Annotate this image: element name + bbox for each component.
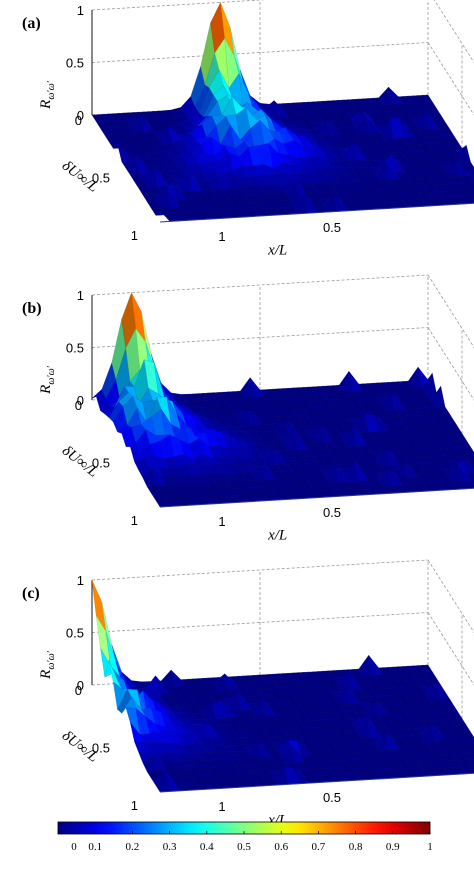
z-tick-label: 1	[77, 573, 84, 588]
surface-cell	[464, 738, 474, 746]
surface-cell	[461, 766, 474, 774]
surface-cell	[460, 731, 474, 740]
z-tick-label: 0	[77, 108, 84, 123]
x-tick-label: 0.5	[323, 220, 341, 235]
z-tick-label: 1	[77, 288, 84, 303]
surface-cell	[468, 169, 474, 183]
y-tick-label: 1	[131, 798, 138, 813]
surface	[91, 292, 474, 508]
colorbar-tick-label: 0.2	[126, 841, 140, 853]
surface-cell	[464, 453, 474, 461]
surface-cell	[464, 168, 474, 177]
surface-cell	[463, 458, 474, 475]
surface-cell	[461, 481, 474, 489]
z-tick-label: 0.5	[66, 341, 84, 356]
surface-cell	[467, 759, 474, 767]
x-tick-label: 0.5	[323, 505, 341, 520]
x-tick-label: 1	[218, 229, 225, 244]
surface-cell	[467, 474, 474, 482]
surface-cell	[468, 460, 474, 468]
z-tick-label: 0	[77, 393, 84, 408]
colorbar-tick-label: 0.9	[386, 841, 400, 853]
surface-cell	[468, 745, 474, 753]
z-tick-label: 0.5	[66, 626, 84, 641]
colorbar-tick-label: 0.7	[312, 841, 326, 853]
colorbar-tick-label: 0.3	[163, 841, 177, 853]
y-tick-label: 1	[131, 513, 138, 528]
surface-cell	[463, 752, 474, 760]
colorbar-tick-label: 0.1	[88, 841, 102, 853]
surface-cell	[467, 189, 474, 197]
surface-cell	[460, 446, 474, 455]
y-tick-label: 0	[75, 683, 82, 698]
x-tick-label: 1	[218, 799, 225, 814]
colorbar-tick-label: 0.8	[349, 841, 363, 853]
y-tick-label: 0	[75, 113, 82, 128]
panel-label: (a)	[22, 15, 41, 32]
z-axis-label: Rω′ω′	[38, 80, 57, 109]
z-axis-label: Rω′ω′	[38, 365, 57, 394]
y-tick-label: 0.5	[92, 456, 110, 471]
y-tick-label: 0.5	[92, 171, 110, 186]
y-tick-label: 0.5	[92, 741, 110, 756]
surface-cell	[461, 196, 474, 204]
z-tick-label: 0	[77, 678, 84, 693]
z-axis-label: Rω′ω′	[38, 650, 57, 679]
x-axis-label: x/L	[267, 527, 287, 543]
surface	[91, 579, 474, 793]
surface-cell	[460, 161, 474, 170]
surface-cell	[463, 182, 474, 190]
panel-label: (b)	[22, 300, 42, 317]
colorbar: 0 0.1 0.2 0.3 0.4 0.5 0.6 0.7 0.8 0.9 1	[57, 821, 433, 853]
surface	[91, 1, 474, 223]
z-tick-label: 1	[77, 3, 84, 18]
x-tick-label: 1	[218, 514, 225, 529]
panel-label: (c)	[22, 585, 40, 602]
x-tick-label: 0.5	[323, 790, 341, 805]
y-tick-label: 0	[75, 398, 82, 413]
z-tick-label: 0.5	[66, 56, 84, 71]
colorbar-tick-label: 0.5	[237, 841, 251, 853]
y-tick-label: 1	[131, 228, 138, 243]
x-axis-label: x/L	[267, 242, 287, 258]
colorbar-tick-label: 0.4	[200, 841, 214, 853]
colorbar-tick-label: 1	[427, 841, 433, 853]
colorbar-tick-label: 0	[71, 841, 77, 853]
colorbar-tick-label: 0.6	[274, 841, 288, 853]
